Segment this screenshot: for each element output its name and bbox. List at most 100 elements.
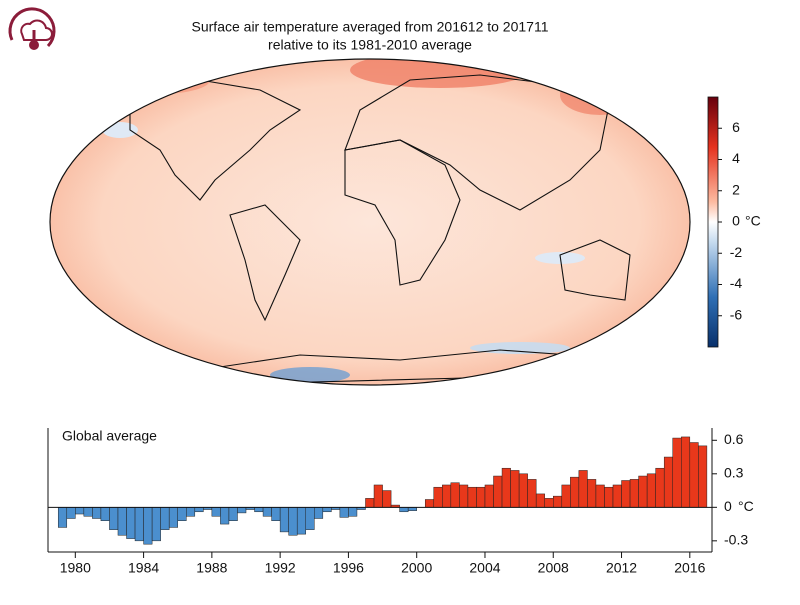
bar — [698, 445, 708, 508]
x-tick-label: 2012 — [606, 560, 637, 576]
colorbar-tick-label: -2 — [730, 244, 743, 260]
bar — [442, 484, 452, 508]
bar — [314, 507, 324, 519]
bar — [271, 507, 281, 521]
bar — [382, 490, 392, 508]
bar — [450, 482, 460, 508]
bar — [117, 507, 127, 536]
title-line: relative to its 1981-2010 average — [268, 37, 472, 53]
bar — [587, 479, 597, 508]
bar — [527, 479, 537, 508]
bar — [262, 507, 272, 517]
bar — [177, 507, 187, 521]
bar — [220, 507, 230, 525]
bar — [663, 456, 673, 508]
bar — [689, 442, 699, 508]
bar — [493, 475, 503, 508]
bar — [373, 484, 383, 508]
colorbar-tick-label: 2 — [732, 181, 740, 197]
bar — [305, 507, 315, 530]
bar — [424, 499, 435, 508]
bar — [612, 484, 622, 508]
bar — [109, 507, 119, 530]
bar — [399, 507, 409, 513]
bar — [595, 484, 605, 508]
x-tick-label: 1980 — [60, 560, 91, 576]
colorbar-tick-label: 6 — [732, 119, 740, 135]
bar — [339, 507, 349, 518]
bar — [459, 484, 469, 508]
bar — [561, 484, 571, 508]
bar — [570, 476, 580, 508]
bar — [134, 507, 144, 542]
x-tick-label: 1992 — [265, 560, 296, 576]
bar — [151, 507, 161, 542]
chart-label: Global average — [62, 428, 157, 444]
x-tick-label: 1984 — [128, 560, 159, 576]
y-unit: °C — [738, 498, 754, 514]
bar — [544, 498, 554, 508]
bar — [681, 436, 691, 508]
bar — [578, 470, 588, 508]
bar — [254, 507, 264, 513]
bar — [160, 507, 170, 530]
bar — [288, 507, 298, 536]
x-tick-label: 2004 — [469, 560, 500, 576]
bar — [629, 479, 639, 508]
y-tick-label: -0.3 — [724, 532, 748, 548]
x-tick-label: 1988 — [196, 560, 227, 576]
bar — [646, 473, 656, 508]
x-tick-label: 1996 — [333, 560, 364, 576]
bar — [83, 507, 93, 517]
bar — [211, 507, 221, 517]
colorbar-tick-label: -4 — [730, 275, 743, 291]
bar — [510, 470, 520, 508]
bar — [194, 507, 204, 513]
x-tick-label: 2008 — [538, 560, 569, 576]
bar — [237, 507, 247, 514]
map — [49, 58, 691, 386]
bar — [322, 507, 332, 513]
colorbar-tick-label: -6 — [730, 306, 743, 322]
bar — [92, 507, 102, 519]
logo — [8, 7, 56, 50]
colorbar — [707, 96, 719, 348]
bar — [228, 507, 238, 521]
y-tick-label: 0.6 — [724, 431, 744, 447]
bar — [672, 437, 682, 508]
bar — [365, 498, 375, 508]
bar — [186, 507, 196, 517]
bar — [143, 507, 153, 545]
bar — [348, 507, 358, 517]
bar — [638, 475, 648, 508]
bar — [553, 495, 563, 508]
bar — [518, 473, 528, 508]
x-tick-label: 2000 — [401, 560, 432, 576]
bar — [168, 507, 178, 528]
bar — [126, 507, 136, 539]
colorbar-unit: °C — [745, 213, 761, 229]
bar — [604, 486, 614, 508]
x-tick-label: 2016 — [674, 560, 705, 576]
bar — [433, 486, 443, 508]
bar — [467, 486, 477, 508]
bar — [501, 467, 511, 508]
bar — [621, 480, 631, 508]
bar — [296, 507, 306, 535]
bar — [66, 507, 76, 519]
y-tick-label: 0 — [724, 498, 732, 514]
bar — [100, 507, 110, 521]
title-line: Surface air temperature averaged from 20… — [192, 19, 549, 35]
bar — [655, 467, 665, 508]
colorbar-tick-label: 4 — [732, 150, 740, 166]
bar — [476, 486, 486, 508]
bar — [279, 507, 289, 533]
y-tick-label: 0.3 — [724, 465, 744, 481]
bar — [407, 507, 417, 511]
bar — [484, 484, 494, 508]
bar — [535, 493, 545, 508]
bar — [75, 507, 85, 515]
colorbar-tick-label: 0 — [732, 213, 740, 229]
bar — [57, 507, 68, 528]
